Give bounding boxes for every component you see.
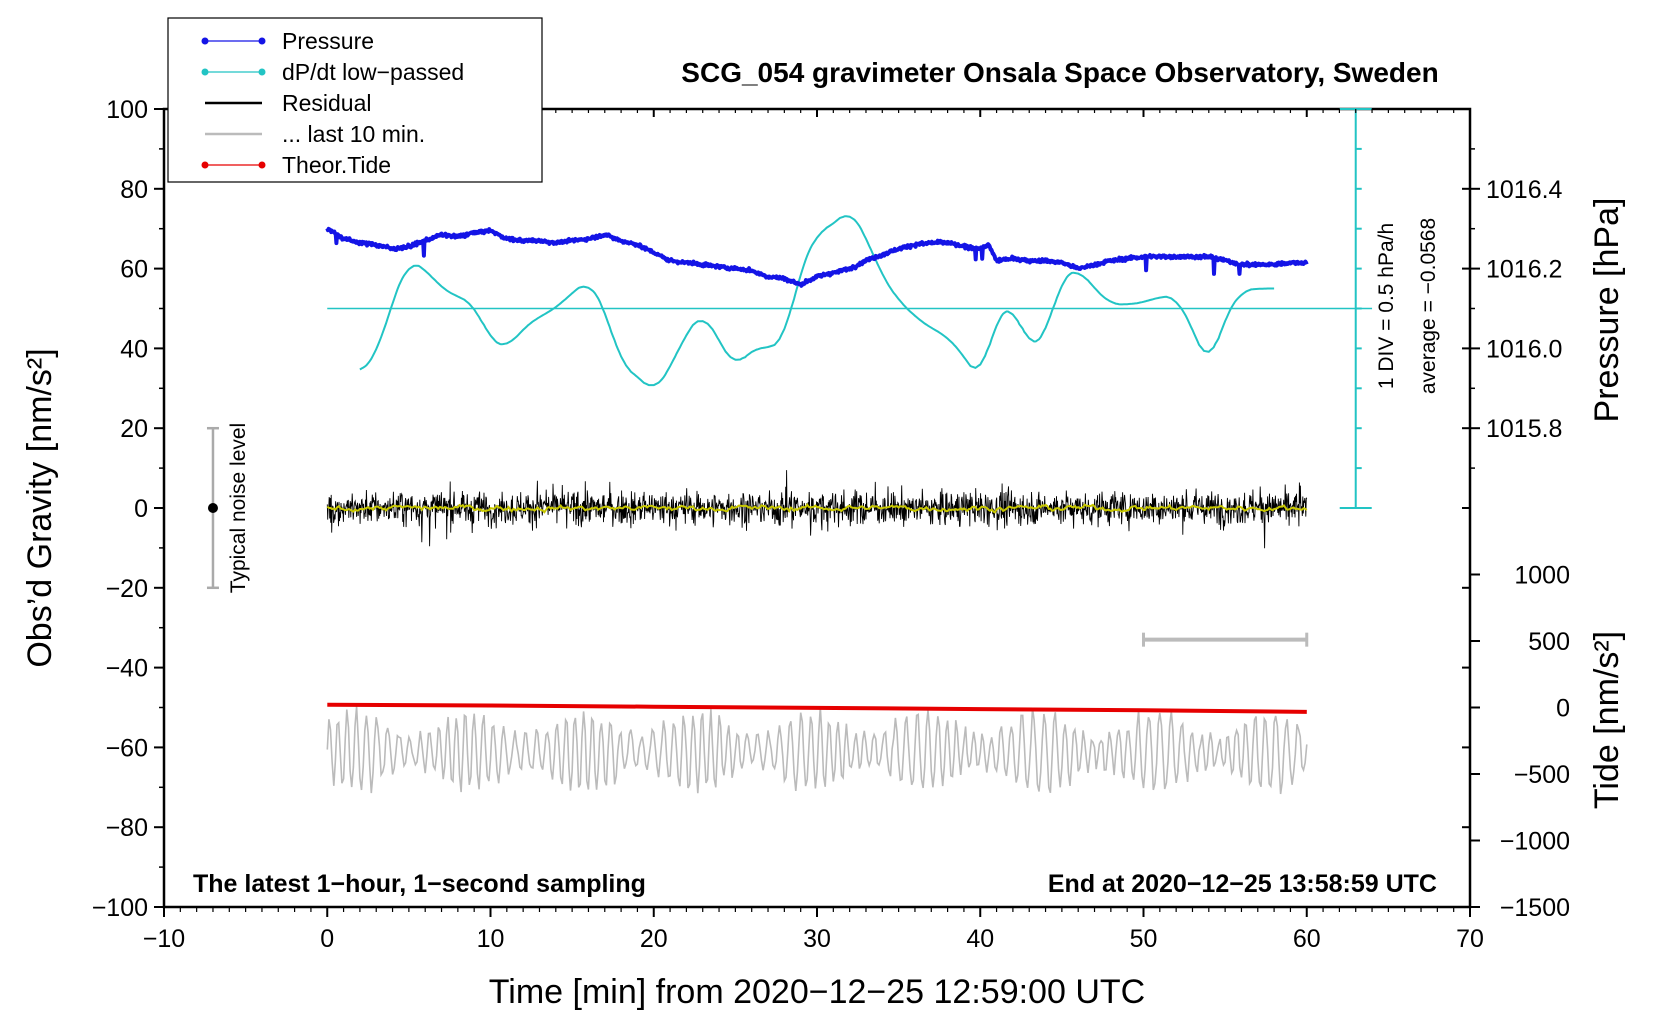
pressure-tick-label: 1016.2 [1486, 256, 1562, 284]
y-axis-title-pressure: Pressure [hPa] [1588, 198, 1626, 423]
noise-bar-center [207, 503, 218, 513]
series-layer [206, 108, 1373, 795]
y-tick-label: −80 [106, 814, 148, 842]
x-tick-label: 60 [1293, 925, 1321, 953]
y-axis-title-text: Obs’d Gravity [nm/s²] [21, 348, 59, 667]
legend-marker [201, 161, 209, 169]
y-tick-label: −60 [106, 734, 148, 762]
last-10-min-line [326, 706, 1308, 795]
residual-smoothed-line [326, 502, 1308, 514]
y-axis-title-tide: Tide [nm/s²] [1588, 631, 1626, 809]
y-tick-label: 80 [120, 176, 148, 204]
end-time-note: End at 2020−12−25 13:58:59 UTC [1048, 870, 1437, 898]
x-tick-label: −10 [143, 925, 185, 953]
sampling-note: The latest 1−hour, 1−second sampling [193, 870, 646, 898]
tide-tick-label: 0 [1556, 695, 1570, 723]
tide-tick-label: −1500 [1500, 894, 1570, 922]
legend-label: Pressure [282, 28, 374, 54]
x-tick-label: 20 [640, 925, 668, 953]
legend-entries: Pressure dP/dt low−passed Residual ... last… [201, 28, 464, 178]
tide-tick-label: 500 [1528, 628, 1570, 656]
x-axis-title: Time [min] from 2020−12−25 12:59:00 UTC [489, 973, 1145, 1011]
pressure-tick-label: 1016.4 [1486, 176, 1563, 204]
y-tick-label: −20 [106, 575, 148, 603]
legend-marker [258, 68, 266, 76]
pressure-tick-label: 1015.8 [1486, 415, 1562, 443]
tide-tick-label: −1000 [1500, 827, 1570, 855]
y-tick-label: 100 [106, 96, 148, 124]
legend-marker [258, 161, 266, 169]
y-axis-title-gravity: Obs’d Gravity [nm/s²] [21, 348, 59, 667]
x-tick-label: 40 [966, 925, 994, 953]
pressure-line [325, 226, 1309, 288]
dpdt-average-label: average = −0.0568 [1417, 218, 1440, 394]
legend-marker [201, 68, 209, 76]
dpdt-scale-label: 1 DIV = 0.5 hPa/h [1375, 223, 1398, 389]
x-tick-label: 10 [477, 925, 505, 953]
legend-label: ... last 10 min. [282, 121, 425, 147]
legend-marker [201, 37, 209, 45]
y-tick-label: −40 [106, 655, 148, 683]
tide-tick-label: −500 [1514, 761, 1570, 789]
legend-marker [258, 37, 266, 45]
dpdt-line [359, 215, 1275, 387]
legend-label: Theor.Tide [282, 152, 391, 178]
pressure-tick-label: 1016.0 [1486, 335, 1562, 363]
y-tick-label: −100 [92, 894, 148, 922]
legend-label: dP/dt low−passed [282, 59, 464, 85]
chart-title: SCG_054 gravimeter Onsala Space Observat… [681, 57, 1438, 88]
x-tick-label: 70 [1456, 925, 1484, 953]
legend: Pressure dP/dt low−passed Residual ... last… [167, 17, 543, 183]
x-tick-label: 30 [803, 925, 831, 953]
x-tick-label: 50 [1130, 925, 1158, 953]
legend-label: Residual [282, 90, 372, 116]
tide-tick-label: 1000 [1514, 562, 1570, 590]
legend-box [167, 17, 543, 183]
y-tick-label: 20 [120, 415, 148, 443]
noise-level-label: Typical noise level [227, 423, 250, 593]
y-tick-label: 0 [134, 495, 148, 523]
y-tick-label: 60 [120, 256, 148, 284]
theoretical-tide-line [327, 702, 1307, 714]
x-tick-label: 0 [320, 925, 334, 953]
y-tick-label: 40 [120, 335, 148, 363]
